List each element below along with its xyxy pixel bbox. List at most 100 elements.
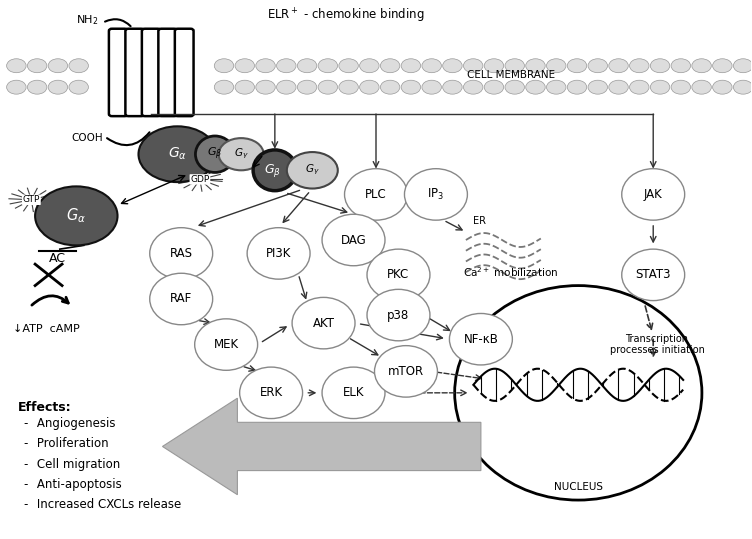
Text: $G_\alpha$: $G_\alpha$ bbox=[168, 146, 187, 162]
Circle shape bbox=[35, 186, 117, 245]
Circle shape bbox=[256, 80, 275, 94]
Text: NUCLEUS: NUCLEUS bbox=[553, 482, 603, 492]
FancyBboxPatch shape bbox=[159, 29, 177, 116]
Ellipse shape bbox=[374, 345, 438, 397]
Circle shape bbox=[138, 126, 217, 182]
Ellipse shape bbox=[322, 215, 385, 266]
Polygon shape bbox=[162, 398, 481, 495]
Text: $G_\alpha$: $G_\alpha$ bbox=[66, 206, 86, 225]
Circle shape bbox=[401, 80, 420, 94]
Circle shape bbox=[463, 80, 483, 94]
Circle shape bbox=[733, 59, 752, 73]
Ellipse shape bbox=[455, 286, 702, 500]
Text: mTOR: mTOR bbox=[388, 365, 424, 378]
Ellipse shape bbox=[450, 314, 512, 365]
Circle shape bbox=[547, 59, 566, 73]
Circle shape bbox=[318, 80, 338, 94]
Circle shape bbox=[277, 80, 296, 94]
Ellipse shape bbox=[367, 249, 430, 301]
Circle shape bbox=[526, 80, 545, 94]
Text: CELL MEMBRANE: CELL MEMBRANE bbox=[467, 71, 555, 80]
Circle shape bbox=[214, 80, 234, 94]
Circle shape bbox=[27, 59, 47, 73]
Text: MEK: MEK bbox=[214, 338, 238, 351]
Circle shape bbox=[443, 59, 462, 73]
Circle shape bbox=[219, 138, 264, 170]
Circle shape bbox=[27, 80, 47, 94]
Circle shape bbox=[235, 80, 254, 94]
Circle shape bbox=[422, 59, 441, 73]
Text: NH$_2$: NH$_2$ bbox=[76, 13, 99, 27]
Text: STAT3: STAT3 bbox=[635, 268, 671, 281]
FancyBboxPatch shape bbox=[109, 29, 128, 116]
Text: AC: AC bbox=[49, 252, 66, 265]
Circle shape bbox=[318, 59, 338, 73]
Circle shape bbox=[588, 80, 608, 94]
Text: COOH: COOH bbox=[71, 133, 103, 143]
Circle shape bbox=[567, 59, 587, 73]
Text: DAG: DAG bbox=[341, 233, 366, 246]
Ellipse shape bbox=[322, 367, 385, 419]
Circle shape bbox=[567, 80, 587, 94]
Circle shape bbox=[713, 59, 732, 73]
Circle shape bbox=[609, 80, 628, 94]
Circle shape bbox=[235, 59, 254, 73]
Circle shape bbox=[588, 59, 608, 73]
Text: RAS: RAS bbox=[170, 247, 193, 260]
Ellipse shape bbox=[622, 169, 684, 220]
Circle shape bbox=[277, 59, 296, 73]
Circle shape bbox=[463, 59, 483, 73]
Circle shape bbox=[609, 59, 628, 73]
Circle shape bbox=[339, 59, 359, 73]
Circle shape bbox=[287, 152, 338, 189]
Text: IP$_3$: IP$_3$ bbox=[427, 187, 444, 202]
Text: -   Proliferation: - Proliferation bbox=[24, 437, 108, 451]
Circle shape bbox=[297, 80, 317, 94]
Text: RAF: RAF bbox=[170, 293, 193, 306]
Circle shape bbox=[713, 80, 732, 94]
Text: $G_\beta$: $G_\beta$ bbox=[208, 146, 223, 162]
Text: GTP: GTP bbox=[23, 195, 40, 204]
Text: -   Increased CXCLs release: - Increased CXCLs release bbox=[24, 499, 181, 512]
Circle shape bbox=[733, 80, 752, 94]
Text: $G_\beta$: $G_\beta$ bbox=[264, 162, 281, 179]
Ellipse shape bbox=[150, 227, 213, 279]
Circle shape bbox=[7, 59, 26, 73]
Circle shape bbox=[629, 80, 649, 94]
Text: p38: p38 bbox=[387, 309, 410, 322]
Ellipse shape bbox=[196, 136, 235, 172]
Text: ERK: ERK bbox=[259, 386, 283, 399]
Circle shape bbox=[339, 80, 359, 94]
Circle shape bbox=[48, 59, 68, 73]
Circle shape bbox=[484, 80, 504, 94]
Circle shape bbox=[671, 59, 690, 73]
Circle shape bbox=[359, 80, 379, 94]
Ellipse shape bbox=[367, 289, 430, 341]
Circle shape bbox=[48, 80, 68, 94]
Text: PI3K: PI3K bbox=[266, 247, 291, 260]
Text: $G_\gamma$: $G_\gamma$ bbox=[305, 163, 320, 177]
Text: AKT: AKT bbox=[313, 316, 335, 330]
Text: $G_\gamma$: $G_\gamma$ bbox=[234, 147, 248, 161]
Circle shape bbox=[526, 59, 545, 73]
Ellipse shape bbox=[195, 319, 258, 370]
Text: NF-κB: NF-κB bbox=[463, 333, 499, 345]
Text: GDP: GDP bbox=[190, 175, 210, 184]
Circle shape bbox=[214, 59, 234, 73]
Circle shape bbox=[359, 59, 379, 73]
Circle shape bbox=[381, 59, 400, 73]
FancyBboxPatch shape bbox=[126, 29, 144, 116]
FancyBboxPatch shape bbox=[142, 29, 161, 116]
Text: ER: ER bbox=[473, 216, 486, 226]
Circle shape bbox=[401, 59, 420, 73]
Circle shape bbox=[505, 59, 524, 73]
Ellipse shape bbox=[253, 150, 296, 191]
Text: PLC: PLC bbox=[365, 188, 387, 201]
Circle shape bbox=[650, 59, 670, 73]
Text: Effects:: Effects: bbox=[18, 401, 71, 414]
Text: Ca$^{2+}$ mobilization: Ca$^{2+}$ mobilization bbox=[463, 265, 559, 279]
Ellipse shape bbox=[405, 169, 468, 220]
Circle shape bbox=[692, 59, 711, 73]
Text: -   Angiogenesis: - Angiogenesis bbox=[24, 417, 115, 430]
Ellipse shape bbox=[240, 367, 302, 419]
